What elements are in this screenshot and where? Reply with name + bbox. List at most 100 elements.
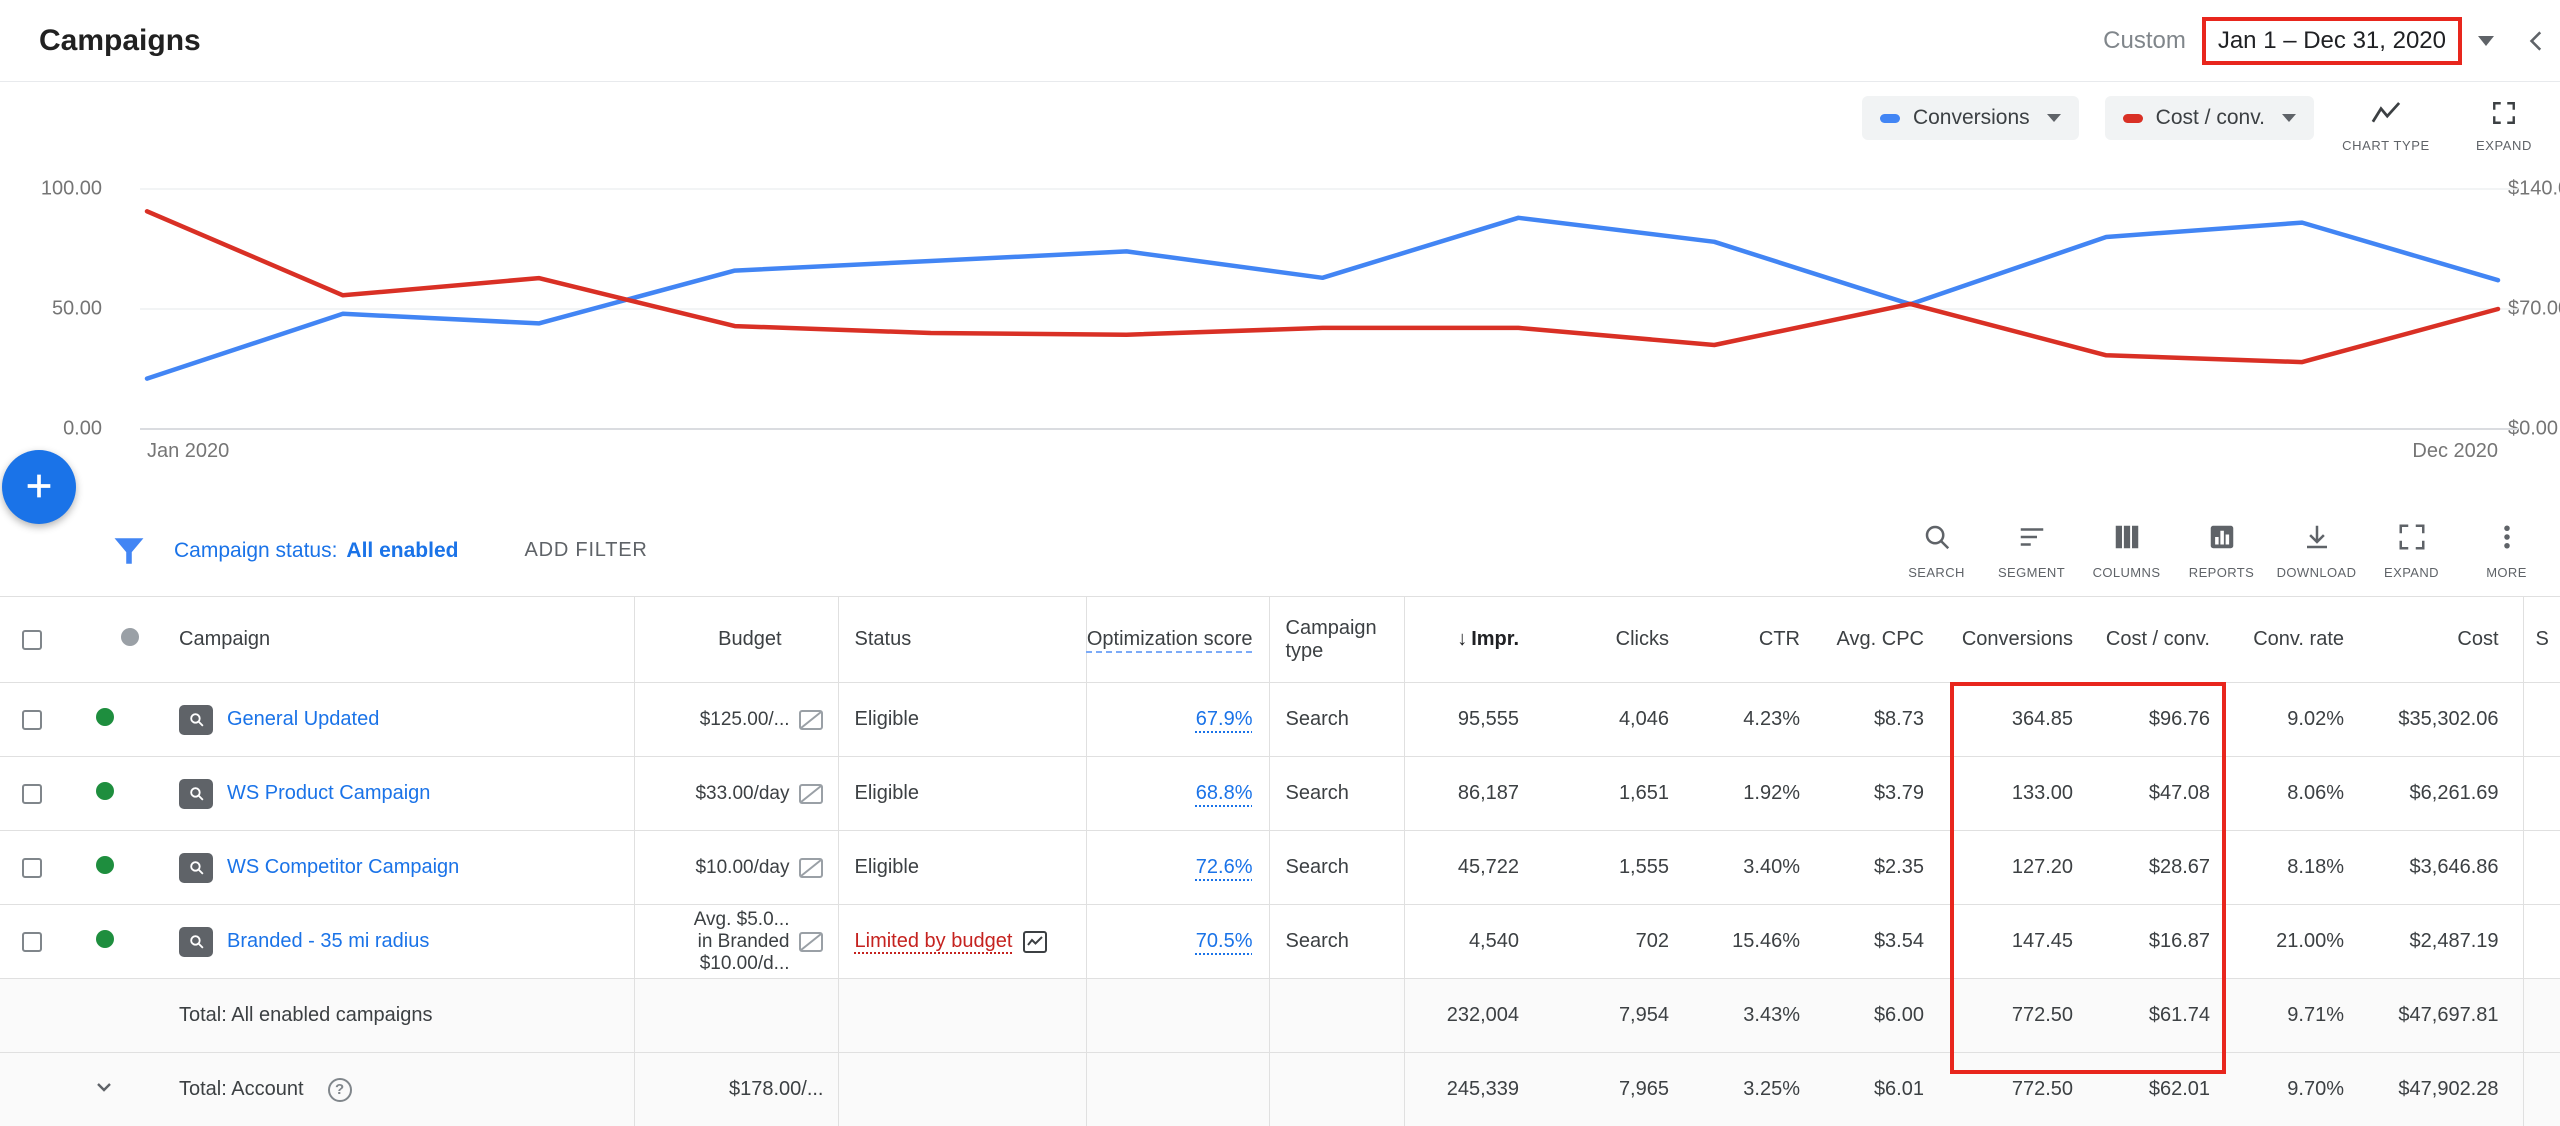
column-header-conv-rate[interactable]: Conv. rate [2234,596,2368,683]
chevron-left-icon[interactable] [2524,28,2550,54]
cell-campaign: WS Competitor Campaign [163,830,635,905]
column-header-conversions[interactable]: Conversions [1948,596,2097,683]
cell-cost: $6,261.69 [2368,756,2523,831]
cell-campaign-type: Search [1269,830,1405,905]
cell-campaign-type: Search [1269,756,1405,831]
cell-status-dot [82,904,163,979]
cell-conv_rate: 9.02% [2234,682,2368,757]
cell-checkbox [0,830,82,905]
status-text: Limited by budget [854,930,1013,952]
toolbar-label: REPORTS [2188,564,2255,580]
filter-value: All enabled [346,538,459,562]
toolbar-columns[interactable]: COLUMNS [2079,522,2174,580]
cell-ctr: 15.46% [1693,904,1824,979]
date-range-picker: Custom Jan 1 – Dec 31, 2020 [2103,16,2550,65]
table-toolbar: SEARCH SEGMENT COLUMNS REPORTS DOWNLOAD [1889,522,2554,580]
row-checkbox[interactable] [22,783,42,804]
cell-impr: 95,555 [1404,682,1543,757]
cell-chevron [82,978,163,1053]
cell-partial [2522,904,2560,979]
help-icon[interactable]: ? [327,1077,352,1102]
table-body: General Updated $125.00/... Eligible 67.9% S… [0,682,2560,1126]
cell-campaign: WS Product Campaign [163,756,635,831]
column-header-status[interactable]: Status [838,596,1087,683]
optimization-score-link[interactable]: 72.6% [1195,856,1253,878]
cell-ctr: 4.23% [1693,682,1824,757]
column-header-cost-conv[interactable]: Cost / conv. [2097,596,2234,683]
cell-conversions: 772.50 [1948,978,2097,1053]
cell-partial [2522,1052,2560,1126]
toolbar-segment[interactable]: SEGMENT [1984,522,2079,580]
cell-partial [2522,756,2560,831]
plus-icon [22,469,56,506]
chevron-down-icon[interactable] [92,1075,116,1099]
cell-budget: Avg. $5.0... in Branded $10.00/d... [634,904,839,979]
budget-icon[interactable] [798,931,824,953]
chevron-down-icon [2282,114,2296,122]
campaign-detail-icon[interactable] [179,778,213,809]
metric-selector-conversions[interactable]: Conversions [1861,96,2079,140]
column-header-campaign-type[interactable]: Campaign type [1269,596,1405,683]
column-header-campaign[interactable]: Campaign [163,596,635,683]
reports-icon [2207,522,2237,557]
budget-icon[interactable] [798,709,824,731]
budget-text: $33.00/day [695,782,790,804]
filter-icon[interactable] [112,536,146,566]
add-campaign-button[interactable] [2,450,76,524]
row-checkbox[interactable] [22,931,42,952]
chart-expand-button[interactable]: EXPAND [2458,96,2550,153]
cell-ctr: 1.92% [1693,756,1824,831]
metric-selector-cost-conv[interactable]: Cost / conv. [2104,96,2314,140]
expand-icon [2490,100,2518,131]
cell-ctr: 3.25% [1693,1052,1824,1126]
sort-desc-icon[interactable]: ↓ [1457,628,1468,650]
campaign-link[interactable]: WS Product Campaign [227,782,431,804]
toolbar-search[interactable]: SEARCH [1889,522,1984,580]
add-filter-button[interactable]: ADD FILTER [524,539,648,561]
select-all-checkbox[interactable] [22,629,42,650]
column-header-impr[interactable]: ↓ Impr. [1404,596,1543,683]
cell-clicks: 7,965 [1543,1052,1693,1126]
toolbar-more[interactable]: MORE [2459,522,2554,580]
cell-total-label: Total: All enabled campaigns [163,978,635,1053]
column-header-opt-score[interactable]: Optimization score [1086,596,1270,683]
cell-avg_cpc: $2.35 [1824,830,1948,905]
toolbar-reports[interactable]: REPORTS [2174,522,2269,580]
campaign-link[interactable]: WS Competitor Campaign [227,856,460,878]
budget-report-icon[interactable] [1022,930,1048,954]
campaign-link[interactable]: General Updated [227,708,380,730]
cell-total-label: Total: Account? [163,1052,635,1126]
campaign-detail-icon[interactable] [179,852,213,883]
cell-cost_conv: $16.87 [2097,904,2234,979]
column-header-clicks[interactable]: Clicks [1543,596,1693,683]
cell-avg_cpc: $8.73 [1824,682,1948,757]
status-text: Eligible [854,708,919,730]
cell-campaign-type: Search [1269,904,1405,979]
status-dot-icon [120,627,139,646]
optimization-score-link[interactable]: 67.9% [1195,708,1253,730]
column-header-ctr[interactable]: CTR [1693,596,1824,683]
campaign-status-filter-chip[interactable]: Campaign status: All enabled [174,539,458,563]
optimization-score-link[interactable]: 70.5% [1195,930,1253,952]
row-checkbox[interactable] [22,709,42,730]
budget-icon[interactable] [798,857,824,879]
campaign-detail-icon[interactable] [179,704,213,735]
toolbar-expand[interactable]: EXPAND [2364,522,2459,580]
campaign-link[interactable]: Branded - 35 mi radius [227,930,430,952]
chart-type-button[interactable]: CHART TYPE [2340,96,2432,153]
optimization-score-link[interactable]: 68.8% [1195,782,1253,804]
row-checkbox[interactable] [22,857,42,878]
page-title: Campaigns [39,23,201,57]
column-header-avg-cpc[interactable]: Avg. CPC [1824,596,1948,683]
column-header-cost[interactable]: Cost [2368,596,2523,683]
campaign-detail-icon[interactable] [179,926,213,957]
column-header-budget[interactable]: Budget [634,596,839,683]
header-checkbox-cell [0,596,82,683]
date-range-value[interactable]: Jan 1 – Dec 31, 2020 [2201,16,2462,65]
cell-status: Eligible [838,756,1087,831]
date-dropdown-caret-icon[interactable] [2478,35,2494,46]
enabled-status-dot [96,929,114,948]
budget-icon[interactable] [798,783,824,805]
toolbar-download[interactable]: DOWNLOAD [2269,522,2364,580]
cell-status: Eligible [838,682,1087,757]
